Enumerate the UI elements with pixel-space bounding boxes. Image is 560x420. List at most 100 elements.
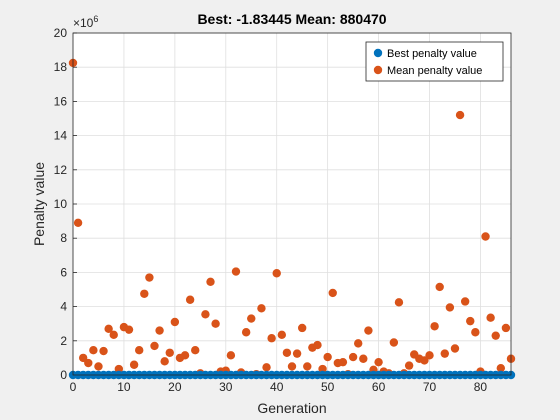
mean-penalty-point [435,282,444,292]
mean-penalty-point [323,352,332,362]
y-exponent-power: 6 [93,14,98,24]
mean-penalty-point [170,317,180,327]
x-tick-label: 20 [168,380,182,394]
y-tick-label: 8 [60,231,67,245]
legend-label-mean: Mean penalty value [387,65,482,77]
y-tick-label: 16 [54,94,68,108]
mean-penalty-point [394,298,404,307]
y-tick-label: 14 [54,129,68,143]
x-tick-label: 30 [219,380,233,394]
mean-penalty-point [140,289,149,298]
y-axis-ticks: 0 2 4 6 8 10 12 14 16 18 20 [54,26,77,382]
legend: Best penalty value Mean penalty value [365,41,504,82]
mean-penalty-point [338,357,348,367]
mean-penalty-point [404,361,414,370]
mean-penalty-point [481,232,490,241]
mean-penalty-point [450,344,460,353]
mean-penalty-point [445,303,455,312]
x-tick-label: 70 [423,380,437,394]
mean-penalty-point [471,328,480,337]
mean-penalty-point [420,356,429,365]
mean-penalty-point [78,353,88,363]
mean-penalty-point [287,362,297,371]
x-tick-label: 60 [372,380,386,394]
y-axis-exponent: ×106 [73,14,98,30]
plot-border [72,32,512,376]
y-axis-label: Penalty value [31,162,47,246]
mean-penalty-point [277,330,287,340]
mean-penalty-point [430,322,439,331]
mean-penalty-point [328,288,337,298]
mean-penalty-point [135,346,144,355]
mean-penalty-point [303,362,312,371]
x-axis-ticks: 0 10 20 30 40 50 60 70 80 [70,371,488,394]
mean-penalty-point [201,310,210,319]
legend-marker-best [373,48,383,58]
mean-penalty-point [150,341,159,351]
mean-penalty-point [425,351,434,360]
y-tick-label: 12 [54,163,68,177]
x-tick-label: 80 [474,380,488,394]
mean-penalty-point [155,326,164,335]
chart-title: Best: -1.83445 Mean: 880470 [197,11,386,27]
mean-penalty-point [129,360,139,369]
mean-penalty-point [206,277,215,287]
y-tick-label: 6 [60,265,67,279]
mean-penalty-point [292,349,302,358]
mean-penalty-point [241,328,251,337]
mean-penalty-point [389,338,399,347]
mean-penalty-point [99,346,108,356]
x-tick-label: 50 [321,380,335,394]
mean-penalty-point [318,364,327,374]
mean-penalty-point [282,348,292,357]
y-tick-label: 10 [54,197,68,211]
mean-penalty-point [354,339,363,348]
mean-penalty-point [491,331,500,340]
legend-box [365,41,504,82]
mean-penalty-point [211,319,220,328]
mean-penalty-point [455,110,465,120]
mean-penalty-point [374,357,383,367]
mean-penalty-point [496,363,506,373]
y-exponent-base: ×10 [73,16,94,30]
mean-penalty-point [124,325,134,334]
mean-penalty-point [257,304,266,313]
legend-label-best: Best penalty value [387,48,477,60]
mean-penalty-point [440,349,449,358]
y-tick-label: 4 [60,300,67,314]
mean-penalty-point [84,358,93,368]
mean-penalty-point [191,346,200,355]
y-tick-label: 2 [60,334,67,348]
mean-penalty-point [160,357,169,366]
x-tick-label: 40 [270,380,284,394]
x-axis-label: Generation [257,400,326,416]
grid-lines [72,32,511,376]
x-tick-label: 0 [70,380,77,394]
mean-penalty-point [165,348,174,357]
mean-penalty-point [185,295,195,304]
y-tick-label: 0 [60,368,67,382]
legend-marker-mean [373,65,383,75]
mean-penalty-point [89,346,98,355]
mean-penalty-point [104,324,113,334]
mean-penalty-point [466,316,475,326]
y-tick-label: 20 [54,26,68,40]
mean-penalty-point [109,330,118,340]
mean-penalty-point [73,218,83,228]
mean-penalty-point [145,273,154,282]
mean-penalty-point [297,323,307,333]
mean-penalty-point [114,364,124,374]
mean-penalty-point [226,351,236,360]
mean-penalty-point [180,351,190,360]
y-tick-label: 18 [54,60,68,74]
mean-penalty-point [267,334,276,343]
mean-penalty-point [359,354,368,363]
mean-penalty-point [348,352,358,362]
mean-penalty-point [231,267,241,276]
mean-penalty-point [94,362,103,371]
mean-penalty-point [313,340,322,350]
mean-penalty-point [460,297,470,306]
mean-penalty-point [247,314,256,323]
mean-penalty-point [262,363,271,372]
